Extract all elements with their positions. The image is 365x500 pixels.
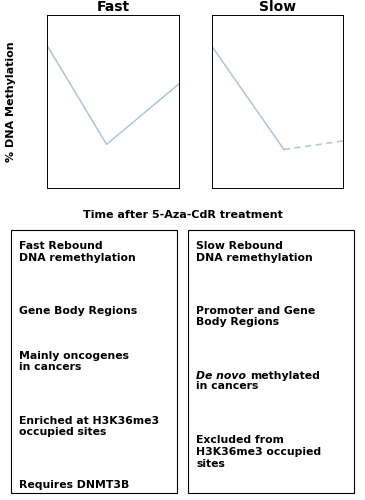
Text: Fast Rebound
DNA remethylation: Fast Rebound DNA remethylation bbox=[19, 241, 136, 262]
Text: Promoter and Gene
Body Regions: Promoter and Gene Body Regions bbox=[196, 306, 315, 328]
Text: % DNA Methylation: % DNA Methylation bbox=[6, 41, 16, 162]
Text: Slow Rebound
DNA remethylation: Slow Rebound DNA remethylation bbox=[196, 241, 313, 262]
Title: Slow: Slow bbox=[259, 0, 296, 14]
Title: Fast: Fast bbox=[97, 0, 130, 14]
Text: methylated: methylated bbox=[250, 370, 320, 380]
Text: Requires DNMT3B: Requires DNMT3B bbox=[19, 480, 129, 490]
Text: Time after 5-Aza-CdR treatment: Time after 5-Aza-CdR treatment bbox=[82, 210, 283, 220]
Text: Gene Body Regions: Gene Body Regions bbox=[19, 306, 137, 316]
Text: Excluded from
H3K36me3 occupied
sites: Excluded from H3K36me3 occupied sites bbox=[196, 436, 321, 468]
Text: in cancers: in cancers bbox=[196, 380, 258, 390]
Text: De novo: De novo bbox=[196, 370, 250, 380]
Text: Mainly oncogenes
in cancers: Mainly oncogenes in cancers bbox=[19, 351, 129, 372]
Text: Enriched at H3K36me3
occupied sites: Enriched at H3K36me3 occupied sites bbox=[19, 416, 159, 437]
